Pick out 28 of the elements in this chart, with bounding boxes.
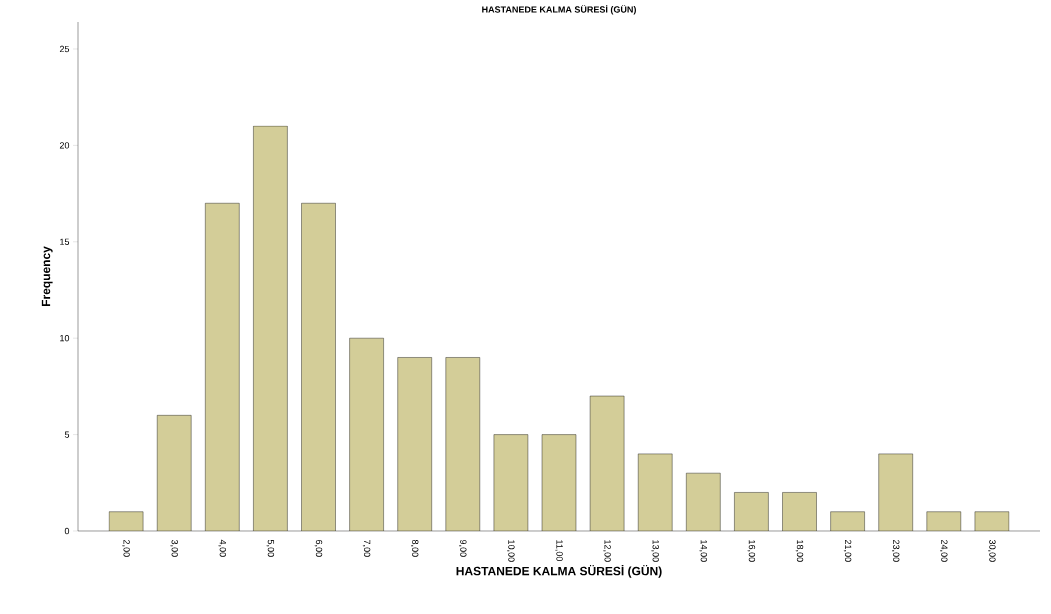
y-tick-label: 10 bbox=[60, 335, 70, 342]
y-axis-title: Frequency bbox=[41, 246, 53, 307]
x-tick-label: 18,00 bbox=[795, 540, 804, 562]
x-tick-label: 4,00 bbox=[218, 539, 227, 557]
y-tick-label: 15 bbox=[60, 238, 70, 245]
y-tick-label: 25 bbox=[59, 45, 70, 53]
y-tick-label: 5 bbox=[64, 431, 70, 438]
x-tick-label: 24,00 bbox=[940, 539, 948, 562]
x-tick-label: 11,00 bbox=[555, 540, 563, 562]
x-tick-label: 13,00 bbox=[651, 540, 659, 562]
x-tick-label: 9,00 bbox=[459, 539, 467, 557]
x-tick-label: 3,00 bbox=[170, 539, 178, 557]
x-axis-title: HASTANEDE KALMA SÜRESİ (GÜN) bbox=[456, 564, 662, 578]
x-tick-label: 7,00 bbox=[362, 539, 371, 557]
x-tick-label: 12,00 bbox=[603, 540, 611, 562]
x-tick-label: 16,00 bbox=[747, 540, 756, 562]
x-tick-label: 21,00 bbox=[843, 539, 852, 562]
x-tick-label: 30,00 bbox=[988, 539, 996, 562]
x-tick-label: 8,00 bbox=[411, 539, 419, 557]
x-tick-label: 14,00 bbox=[699, 540, 708, 562]
x-tick-label: 23,00 bbox=[892, 539, 900, 562]
x-tick-label: 10,00 bbox=[507, 540, 515, 562]
x-tick-label: 5,00 bbox=[266, 539, 275, 557]
x-tick-label: 6,00 bbox=[314, 539, 323, 557]
y-tick-label: 20 bbox=[59, 142, 70, 149]
y-tick-label: 0 bbox=[64, 527, 70, 535]
chart-title: HASTANEDE KALMA SÜRESİ (GÜN) bbox=[482, 4, 636, 15]
x-tick-label: 2,00 bbox=[122, 539, 130, 557]
